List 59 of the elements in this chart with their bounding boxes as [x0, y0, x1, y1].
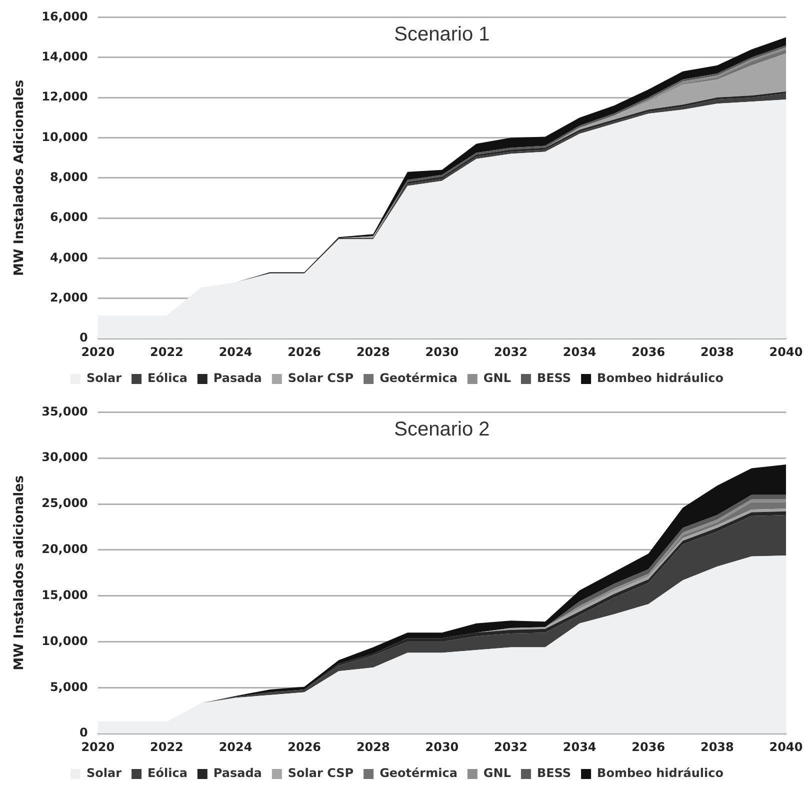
y-axis-title: MW Instalados adicionales	[12, 475, 28, 670]
y-tick-label: 2,000	[50, 290, 88, 305]
chart-title: Scenario 2	[394, 418, 490, 441]
x-tick-label: 2030	[425, 740, 459, 754]
legend-label: GNL	[483, 371, 512, 386]
legend-label: Pasada	[213, 766, 262, 780]
x-tick-label: 2034	[562, 344, 596, 359]
y-tick-label: 0	[80, 330, 88, 345]
y-tick-label: 8,000	[50, 170, 88, 184]
legend-label: GNL	[483, 766, 512, 780]
legend-label: Eólica	[148, 766, 188, 780]
x-tick-label: 2032	[494, 740, 528, 754]
y-tick-label: 4,000	[50, 250, 88, 264]
x-tick-label: 2022	[150, 740, 184, 754]
y-tick-label: 30,000	[42, 450, 88, 464]
legend-label: Geotérmica	[380, 371, 458, 386]
y-tick-label: 16,000	[42, 9, 88, 24]
y-tick-label: 5,000	[50, 680, 88, 694]
legend-label: Solar	[86, 766, 122, 780]
legend-label: Pasada	[213, 371, 262, 386]
x-tick-label: 2024	[218, 740, 252, 754]
legend-label: Geotérmica	[380, 766, 458, 780]
legend-label: BESS	[536, 766, 572, 780]
y-tick-label: 0	[80, 726, 88, 740]
x-tick-label: 2026	[288, 740, 322, 754]
x-tick-label: 2036	[632, 344, 666, 359]
x-tick-label: 2038	[700, 740, 734, 754]
legend-label: Solar	[86, 371, 122, 386]
y-tick-label: 15,000	[42, 588, 88, 602]
legend-label: Solar CSP	[288, 766, 354, 780]
x-tick-label: 2020	[81, 740, 115, 754]
x-tick-label: 2026	[288, 344, 322, 359]
x-tick-label: 2022	[150, 344, 184, 359]
x-tick-label: 2032	[494, 344, 528, 359]
x-tick-label: 2038	[700, 344, 734, 359]
y-tick-label: 35,000	[42, 404, 88, 418]
x-tick-label: 2034	[562, 740, 596, 754]
x-tick-label: 2030	[425, 344, 459, 359]
y-tick-label: 14,000	[42, 50, 88, 64]
legend-label: Bombeo hidráulico	[597, 766, 724, 780]
x-tick-label: 2020	[81, 344, 115, 359]
y-tick-label: 10,000	[42, 130, 88, 144]
y-tick-label: 10,000	[42, 634, 88, 648]
y-tick-label: 6,000	[50, 210, 88, 224]
x-tick-label: 2028	[356, 344, 390, 359]
x-tick-label: 2024	[218, 344, 252, 359]
legend-label: Solar CSP	[288, 371, 354, 386]
legend-label: Eólica	[148, 371, 188, 386]
y-tick-label: 25,000	[42, 496, 88, 510]
x-tick-label: 2040	[769, 344, 803, 359]
legend-label: BESS	[536, 371, 572, 386]
y-axis-title: MW Instalados Adicionales	[12, 79, 28, 276]
x-tick-label: 2036	[632, 740, 666, 754]
y-tick-label: 12,000	[42, 90, 88, 104]
x-tick-label: 2040	[769, 740, 803, 754]
x-tick-label: 2028	[356, 740, 390, 754]
y-tick-label: 20,000	[42, 542, 88, 556]
legend-label: Bombeo hidráulico	[597, 371, 724, 386]
chart-title: Scenario 1	[394, 24, 490, 46]
